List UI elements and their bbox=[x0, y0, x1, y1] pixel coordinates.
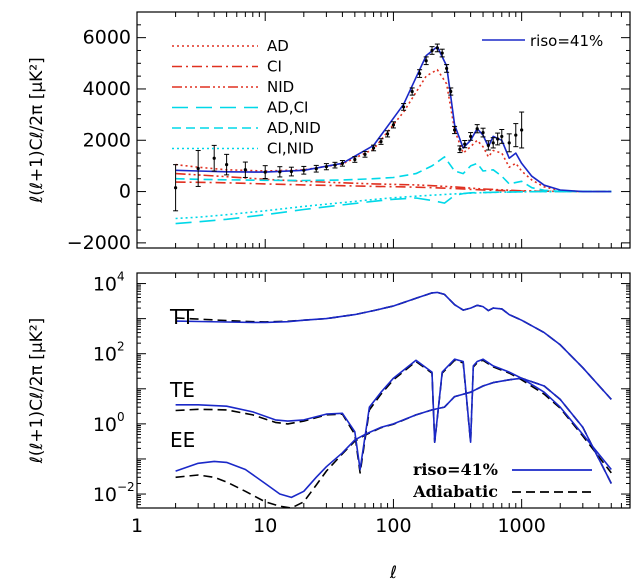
y-tick-exponent: 2 bbox=[117, 340, 125, 354]
line-ad-nid bbox=[175, 156, 612, 193]
data-point bbox=[277, 166, 283, 178]
data-point bbox=[506, 133, 512, 153]
data-point bbox=[173, 164, 179, 212]
data-point bbox=[262, 165, 268, 179]
data-point bbox=[332, 161, 338, 169]
curve-label-ee: EE bbox=[170, 428, 195, 452]
data-point bbox=[301, 165, 307, 175]
data-point bbox=[429, 46, 435, 55]
line-ee-riso bbox=[175, 377, 613, 499]
y-tick-label: 2000 bbox=[83, 129, 131, 151]
legend-label: Adiabatic bbox=[412, 482, 498, 501]
data-point bbox=[385, 130, 391, 138]
x-axis-title: ℓ bbox=[389, 563, 397, 582]
curve-label-te: TE bbox=[169, 378, 195, 402]
bottom-y-axis-title: ℓ(ℓ+1)Cℓ/2π [μK²] bbox=[27, 318, 47, 465]
data-point bbox=[439, 48, 445, 58]
data-point bbox=[448, 87, 454, 96]
curve-label-tt: TT bbox=[169, 305, 195, 329]
data-point bbox=[417, 69, 423, 78]
legend-label: CI,NID bbox=[267, 140, 314, 158]
data-point bbox=[313, 164, 319, 173]
data-point bbox=[323, 163, 329, 171]
legend-label: AD,NID bbox=[267, 119, 321, 137]
x-tick-label: 100 bbox=[375, 515, 411, 537]
y-tick-label: 10 bbox=[93, 274, 117, 296]
x-tick-label: 1000 bbox=[497, 515, 545, 537]
y-tick-label: 10 bbox=[93, 484, 117, 506]
line-ad-ci bbox=[175, 190, 612, 225]
top-panel-frame bbox=[136, 11, 631, 249]
y-tick-label: 4000 bbox=[83, 78, 131, 100]
x-tick-label: 10 bbox=[253, 515, 277, 537]
data-point bbox=[444, 64, 450, 73]
legend-label: NID bbox=[267, 78, 294, 96]
y-tick-exponent: −2 bbox=[117, 480, 135, 494]
data-point bbox=[423, 56, 429, 66]
data-point bbox=[401, 103, 407, 111]
data-point bbox=[519, 111, 525, 149]
legend-label: riso=41% bbox=[530, 32, 603, 50]
line-te-riso bbox=[175, 358, 612, 471]
data-point bbox=[409, 87, 415, 96]
line-ee-adiabatic bbox=[175, 377, 613, 509]
data-point bbox=[242, 161, 248, 178]
legend-label: AD,CI bbox=[267, 99, 308, 117]
data-point bbox=[362, 151, 368, 158]
data-point bbox=[288, 166, 294, 177]
top-panel: −2000 0 2000 4000 6000 ℓ(ℓ+1)Cℓ/2π [μK²] AD CI N… bbox=[27, 11, 631, 254]
y-tick-label: 10 bbox=[93, 414, 117, 436]
line-ad bbox=[175, 68, 612, 193]
y-tick-label: 0 bbox=[119, 181, 131, 203]
data-point bbox=[499, 128, 505, 144]
legend-label: AD bbox=[267, 37, 289, 55]
y-tick-exponent: 4 bbox=[117, 270, 125, 284]
data-point bbox=[495, 132, 501, 146]
y-tick-label: 6000 bbox=[83, 27, 131, 49]
line-ci bbox=[175, 181, 612, 193]
line-tt-adiabatic bbox=[175, 291, 612, 400]
data-point bbox=[378, 138, 384, 145]
data-point bbox=[462, 140, 468, 149]
x-tick-label: 1 bbox=[131, 515, 143, 537]
data-point bbox=[352, 156, 358, 163]
data-point bbox=[474, 124, 480, 134]
data-point bbox=[513, 123, 519, 148]
data-point bbox=[224, 153, 230, 176]
data-point bbox=[339, 160, 345, 167]
data-point bbox=[371, 144, 377, 152]
line-tt-riso bbox=[175, 291, 612, 400]
data-point bbox=[490, 137, 496, 149]
data-point bbox=[457, 145, 463, 154]
top-y-axis-title: ℓ(ℓ+1)Cℓ/2π [μK²] bbox=[27, 57, 47, 204]
data-point bbox=[480, 127, 486, 138]
y-tick-exponent: 0 bbox=[117, 410, 125, 424]
legend-label: CI bbox=[267, 58, 282, 76]
data-point bbox=[211, 144, 217, 172]
data-point bbox=[468, 132, 474, 141]
data-point bbox=[485, 140, 491, 151]
data-point bbox=[434, 43, 440, 53]
data-point bbox=[195, 150, 201, 187]
data-point bbox=[452, 125, 458, 135]
line-ci-nid bbox=[175, 190, 612, 220]
legend-label: riso=41% bbox=[413, 460, 498, 479]
y-tick-label: 10 bbox=[93, 344, 117, 366]
y-tick-label: −2000 bbox=[67, 232, 131, 254]
line-nid bbox=[175, 172, 612, 193]
data-point bbox=[390, 121, 396, 129]
